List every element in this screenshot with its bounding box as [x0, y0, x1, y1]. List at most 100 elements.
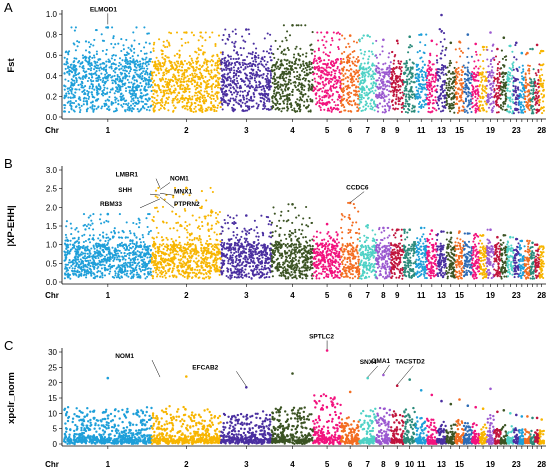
data-point [194, 110, 198, 113]
data-point [307, 87, 310, 90]
data-point [427, 102, 430, 105]
data-point [227, 55, 231, 58]
data-point [175, 31, 179, 34]
data-point [144, 41, 148, 44]
data-point [441, 109, 444, 112]
data-point [136, 54, 140, 57]
data-point [326, 92, 329, 95]
data-point [468, 101, 471, 104]
data-point [103, 274, 107, 277]
data-point [252, 99, 255, 102]
data-point [204, 31, 207, 34]
data-point [153, 79, 156, 82]
data-point [350, 110, 353, 113]
data-point [497, 91, 500, 95]
data-point [343, 109, 346, 112]
data-point [480, 80, 483, 83]
data-point [285, 97, 288, 100]
data-point [324, 46, 327, 49]
data-point [321, 90, 324, 93]
data-point [184, 41, 187, 44]
data-point [299, 63, 302, 66]
data-point [167, 109, 170, 112]
data-point [63, 56, 66, 59]
data-point [407, 46, 410, 49]
data-point [415, 95, 418, 98]
data-point [244, 83, 247, 86]
data-point [397, 75, 400, 78]
data-point [383, 94, 386, 97]
data-point [462, 82, 465, 85]
data-point [73, 57, 76, 60]
data-point [340, 72, 343, 75]
data-point [467, 61, 470, 64]
data-point [169, 32, 173, 35]
data-point [511, 64, 515, 67]
data-point [124, 109, 127, 112]
data-point [272, 106, 275, 109]
data-point [263, 87, 266, 90]
data-point [194, 68, 197, 72]
data-point [89, 78, 92, 82]
data-point [132, 76, 135, 79]
data-point [245, 100, 248, 103]
data-point [323, 90, 326, 94]
data-point [133, 65, 137, 68]
data-point [440, 72, 443, 75]
data-point [161, 101, 164, 104]
data-point [358, 102, 361, 105]
data-point [86, 100, 89, 103]
data-point [351, 62, 354, 65]
data-point [64, 95, 67, 98]
data-point [195, 62, 198, 65]
data-point [467, 99, 470, 102]
data-point [373, 102, 376, 105]
data-point [511, 110, 514, 113]
data-point [261, 94, 265, 97]
data-point [164, 101, 167, 105]
data-point [455, 74, 458, 77]
data-point [502, 101, 505, 104]
data-point [115, 97, 118, 100]
data-point [349, 74, 352, 77]
data-point [278, 107, 281, 110]
data-point [216, 97, 219, 100]
data-point [68, 72, 71, 75]
data-point [107, 73, 110, 77]
data-point [135, 66, 138, 69]
data-point [492, 101, 495, 104]
data-point [291, 94, 294, 97]
data-point [256, 107, 259, 110]
data-point [542, 94, 546, 97]
data-point [376, 104, 379, 107]
data-point [158, 61, 161, 64]
data-point [305, 52, 308, 55]
data-point [276, 83, 280, 87]
data-point [163, 61, 166, 64]
data-point [92, 44, 95, 47]
data-point [392, 86, 395, 89]
data-point [183, 104, 186, 108]
data-point [126, 108, 129, 111]
data-point [328, 79, 331, 82]
data-point [134, 71, 137, 74]
data-point [496, 67, 499, 70]
data-point [195, 99, 199, 102]
data-point [536, 102, 539, 105]
data-point [325, 64, 328, 67]
data-point [169, 68, 172, 71]
data-point [530, 104, 533, 107]
data-point [276, 107, 279, 110]
x-tick-label: 7 [365, 126, 370, 135]
data-point [474, 65, 478, 68]
data-point [133, 39, 136, 42]
data-point [124, 100, 127, 103]
data-point [85, 276, 88, 279]
data-point [328, 109, 331, 112]
data-point [246, 109, 249, 112]
data-point [427, 98, 430, 101]
data-point [131, 85, 134, 88]
data-point [223, 80, 226, 83]
data-point [126, 60, 129, 63]
